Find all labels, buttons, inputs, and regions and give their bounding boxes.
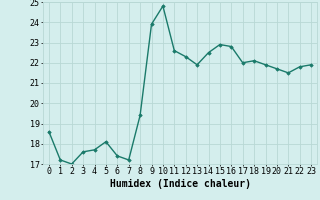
X-axis label: Humidex (Indice chaleur): Humidex (Indice chaleur) [109, 179, 251, 189]
